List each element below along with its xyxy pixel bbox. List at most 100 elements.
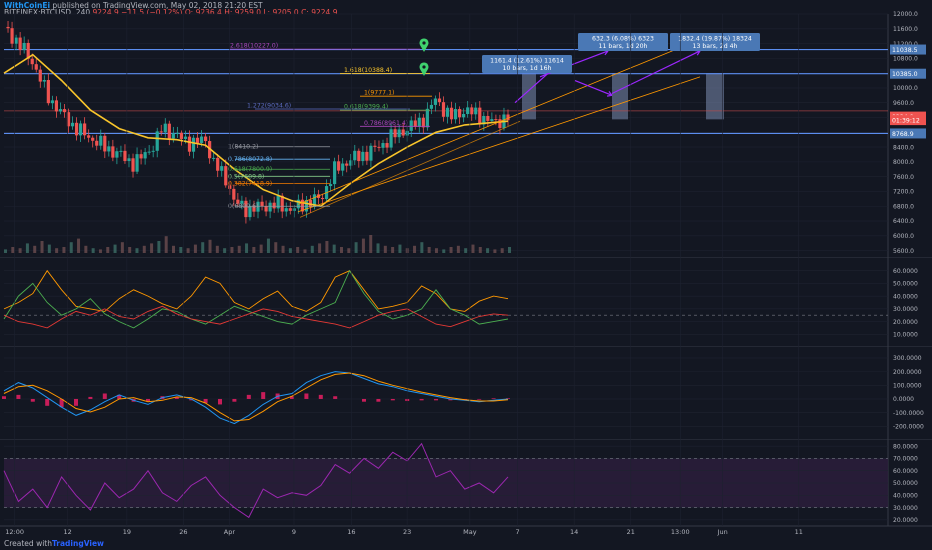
price-axis-tick-label: 6400.0	[893, 218, 914, 225]
volume-bar	[252, 247, 256, 253]
volume-bar	[442, 249, 446, 253]
price-axis-tick-label: 11600.0	[893, 26, 918, 33]
volume-bar	[376, 243, 380, 253]
candle-body	[139, 154, 143, 159]
fib-level-label: 0.5(7609.8)	[228, 173, 264, 180]
volume-bar	[420, 242, 424, 253]
volume-bar	[369, 235, 373, 253]
dmi-axis-tick-label: 10.0000	[893, 331, 918, 338]
macd-histogram-bar	[30, 398, 35, 402]
price-axis-tick-label: 10000.0	[893, 85, 918, 92]
macd-histogram-bar	[261, 392, 266, 399]
candle-body	[361, 151, 365, 162]
volume-bar	[128, 247, 132, 253]
volume-bar	[172, 245, 175, 253]
x-tick-label: 12:00	[5, 528, 24, 536]
macd-axis-tick-label: 300.0000	[893, 355, 922, 362]
candle-body	[22, 42, 26, 51]
macd-histogram-bar	[45, 398, 50, 406]
measure-box[interactable]	[482, 55, 572, 73]
dmi-axis-tick-label: 30.0000	[893, 306, 918, 313]
measure-line1: 1832.4 (19.87%) 18324	[678, 36, 752, 43]
candle-body	[433, 98, 438, 105]
tradingview-logo[interactable]: TradingView	[52, 539, 104, 548]
candle-body	[385, 143, 389, 148]
candle-body	[252, 206, 256, 212]
candle-body	[413, 120, 417, 127]
x-tick-label: May	[463, 528, 477, 536]
volume-bar	[201, 242, 205, 253]
candle-body	[155, 131, 159, 151]
candle-body	[506, 114, 510, 121]
volume-bar	[215, 245, 219, 253]
candle-body	[62, 109, 67, 113]
candle-body	[320, 197, 325, 200]
volume-bar	[164, 236, 168, 253]
macd-histogram-bar	[390, 398, 395, 401]
rsi-line	[3, 442, 509, 519]
volume-bar	[18, 248, 22, 253]
dmi-series-line	[3, 305, 509, 329]
candle-body	[381, 143, 385, 148]
candle-body	[462, 114, 466, 118]
volume-bar	[486, 248, 490, 253]
symbol-line: BITFINEX:BTCUSD, 240 9224.9 −11.5 (−0.12…	[4, 8, 337, 18]
candle-body	[58, 109, 63, 112]
dmi-series-line	[3, 269, 509, 329]
volume-bar	[398, 244, 402, 253]
volume-bar	[325, 241, 329, 253]
candle-body	[288, 208, 292, 211]
upper-fib-label: 1.618(10388.4)	[344, 67, 392, 74]
price-axis-tick-label: 12000.0	[893, 11, 918, 18]
macd-histogram-bar	[16, 394, 21, 399]
candle-body	[147, 151, 151, 153]
candle-body	[482, 115, 486, 125]
volume-bar	[303, 249, 307, 253]
macd-histogram-bar	[318, 394, 323, 399]
macd-histogram-bar	[218, 398, 222, 405]
macd-histogram-bar	[74, 398, 78, 406]
author-name[interactable]: WithCoinEi	[4, 1, 51, 10]
symbol-label[interactable]: BITFINEX:BTCUSD, 240	[4, 8, 91, 17]
volume-bar	[274, 242, 278, 253]
candle-body	[119, 150, 123, 152]
x-tick-label: 16	[347, 528, 355, 536]
projection-box	[522, 73, 536, 120]
moving-average-line	[3, 53, 509, 208]
volume-bar	[150, 243, 154, 253]
candle-body	[143, 152, 147, 159]
x-tick-label: 19	[123, 528, 131, 536]
measure-box[interactable]	[670, 33, 760, 51]
candle-body	[365, 151, 369, 161]
channel-upper-line	[297, 43, 691, 205]
rsi-axis-tick-label: 20.0000	[893, 517, 918, 524]
candle-body	[369, 145, 373, 161]
volume-bar	[340, 247, 343, 253]
candle-body	[256, 201, 260, 212]
rsi-axis-tick-label: 30.0000	[893, 505, 918, 512]
volume-bar	[11, 247, 15, 253]
macd-histogram-bar	[189, 398, 194, 401]
candle-body	[490, 119, 494, 121]
candle-body	[179, 132, 184, 139]
macd-histogram-bar	[232, 398, 237, 402]
candle-body	[458, 109, 462, 118]
measure-line1: 1161.4 (12.61%) 11614	[490, 58, 564, 65]
macd-histogram-bar	[59, 398, 64, 408]
candle-body	[38, 69, 42, 82]
candle-body	[445, 107, 450, 117]
volume-bar	[464, 248, 468, 253]
candle-body	[268, 202, 272, 212]
dmi-axis-tick-label: 20.0000	[893, 319, 918, 326]
publish-info: published on TradingView.com, May 02, 20…	[52, 1, 263, 10]
measure-box[interactable]	[578, 33, 668, 51]
candle-body	[34, 64, 38, 70]
candle-body	[224, 166, 228, 186]
candle-body	[264, 206, 268, 212]
candle-body	[91, 137, 95, 141]
price-tag-label: 11038.5	[892, 47, 918, 54]
volume-bar	[208, 239, 212, 253]
candle-body	[30, 58, 34, 65]
candle-body	[429, 104, 433, 109]
